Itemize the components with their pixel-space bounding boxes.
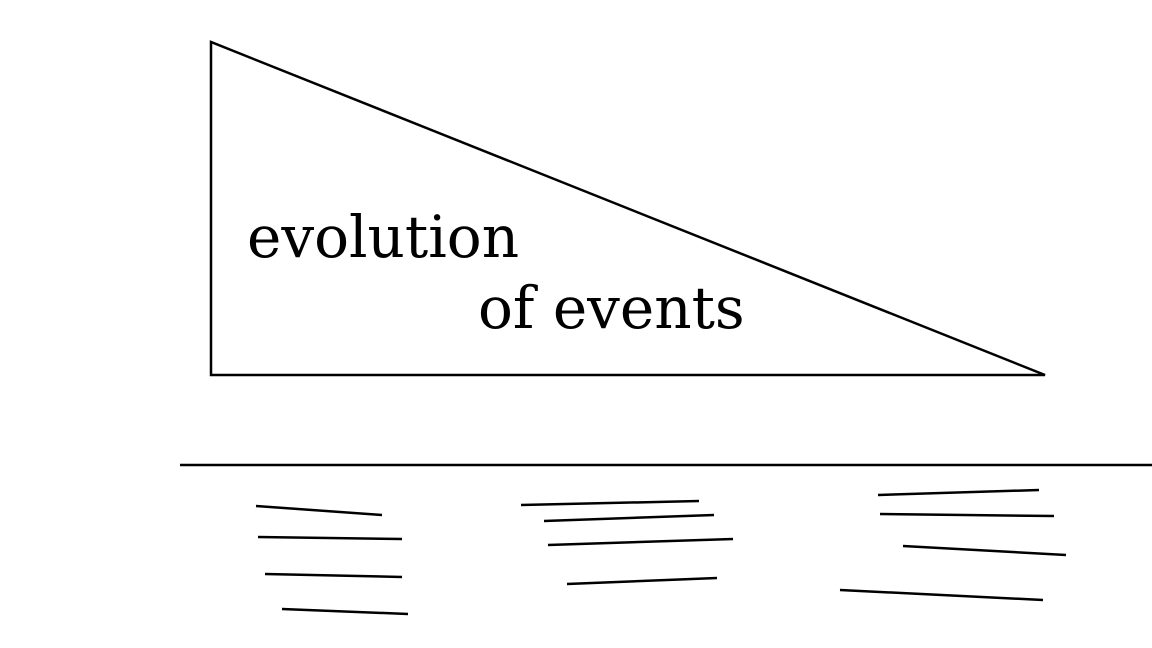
stroke-group-right: [839, 488, 1067, 602]
sketch-stroke: [264, 572, 403, 579]
sketch-stroke: [543, 513, 715, 523]
sketch-stroke: [839, 588, 1044, 602]
sketch-stroke: [257, 535, 403, 541]
sketch-stroke: [281, 607, 409, 616]
sketch-stroke: [877, 488, 1040, 497]
stroke-group-middle: [520, 499, 734, 586]
label-line-2: of events: [478, 274, 745, 342]
sketch-stroke: [547, 537, 734, 547]
sketch-stroke: [255, 504, 383, 517]
label-line-1: evolution: [247, 203, 519, 271]
sketch-stroke: [902, 544, 1067, 557]
sketch-stroke: [520, 499, 700, 507]
sketch-stroke: [566, 576, 718, 586]
sketch-stroke: [879, 512, 1055, 518]
triangle-shape: [209, 40, 1046, 377]
stroke-group-left: [255, 504, 409, 616]
